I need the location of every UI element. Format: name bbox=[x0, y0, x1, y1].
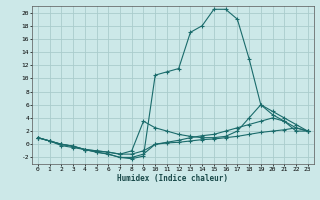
X-axis label: Humidex (Indice chaleur): Humidex (Indice chaleur) bbox=[117, 174, 228, 183]
